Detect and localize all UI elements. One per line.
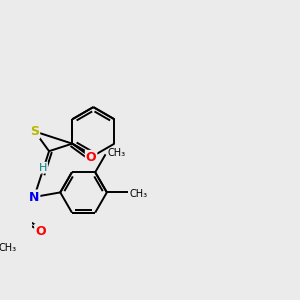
Text: H: H xyxy=(39,163,47,173)
Text: CH₃: CH₃ xyxy=(130,189,148,199)
Text: O: O xyxy=(35,225,46,238)
Text: N: N xyxy=(29,190,39,203)
Text: S: S xyxy=(30,125,39,138)
Text: CH₃: CH₃ xyxy=(0,243,17,253)
Text: CH₃: CH₃ xyxy=(108,148,126,158)
Text: O: O xyxy=(86,151,96,164)
